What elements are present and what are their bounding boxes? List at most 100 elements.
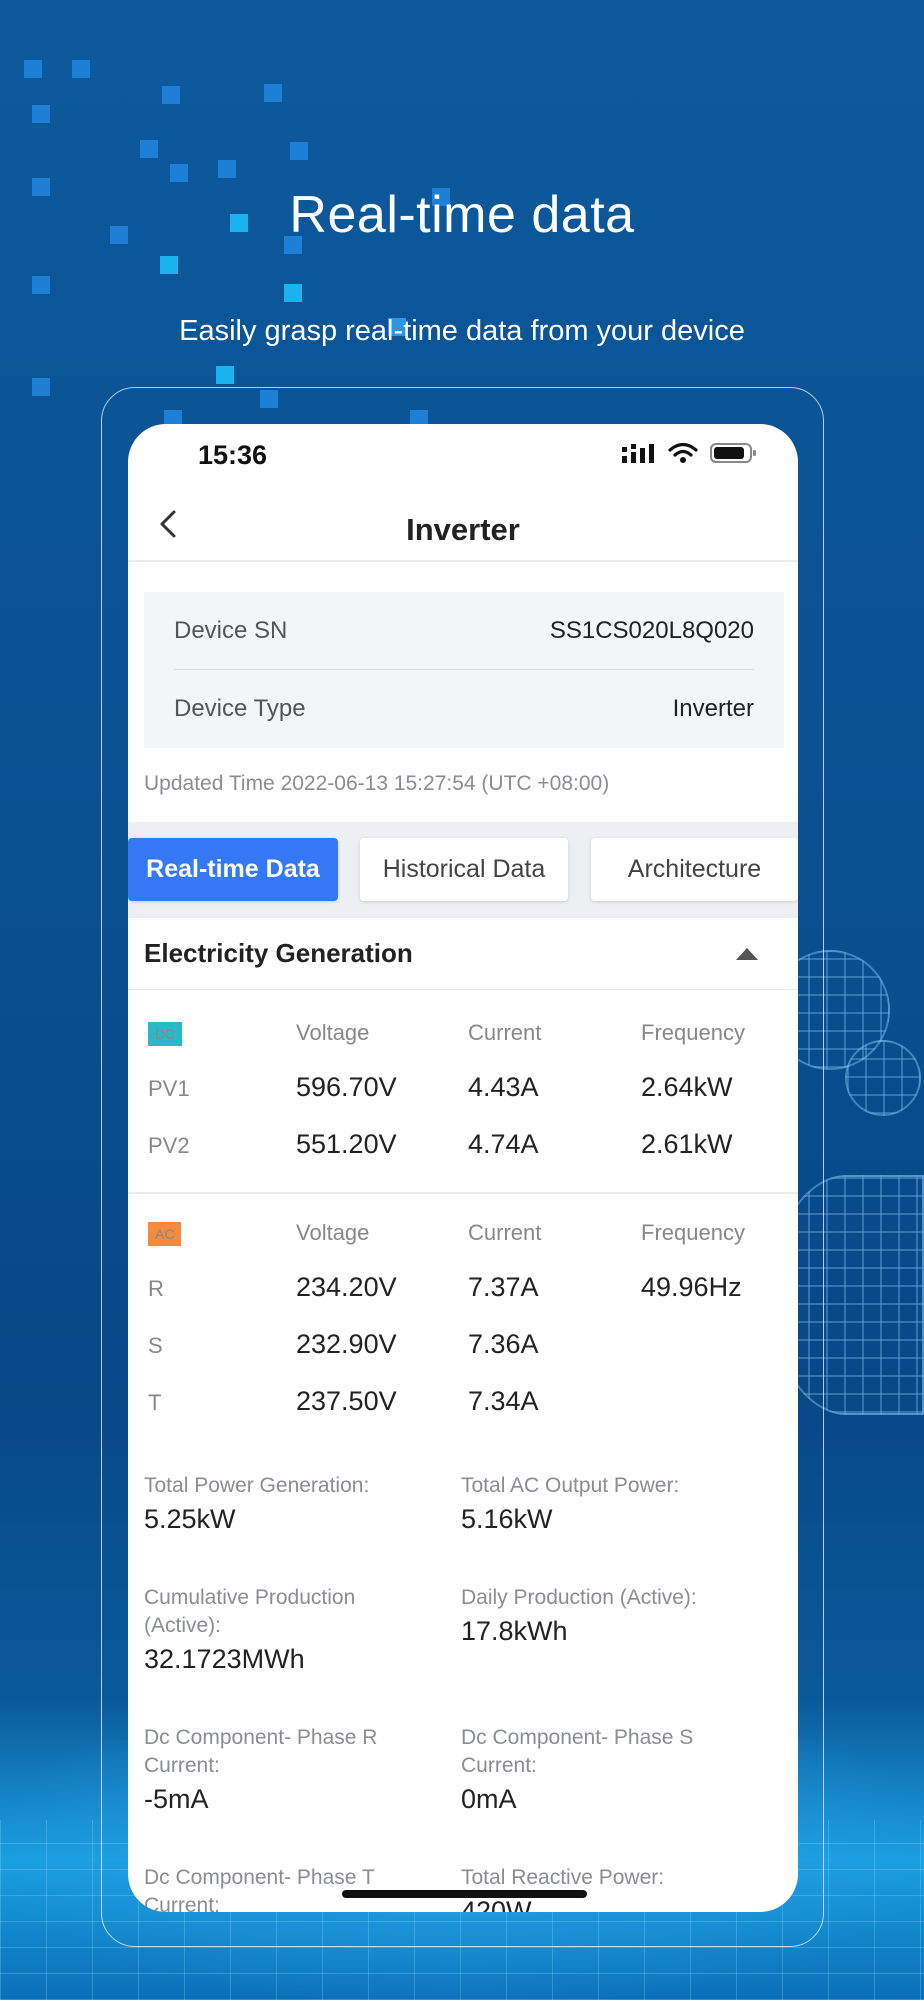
dc-header-row: DC Voltage Current Frequency [128, 1020, 798, 1076]
device-sn-row: Device SN SS1CS020L8Q020 [174, 592, 754, 670]
metric-value: 32.1723MWh [144, 1644, 305, 1674]
metric-dc-component-phase-r: Dc Component- Phase R Current: -5mA [144, 1724, 424, 1815]
row-current: 7.34A [468, 1386, 539, 1416]
tab-bar: Real-time Data Historical Data Architect… [128, 822, 798, 918]
row-voltage: 596.70V [296, 1072, 397, 1102]
decor-square [72, 60, 90, 78]
table-row: R 234.20V 7.37A 49.96Hz [128, 1272, 798, 1328]
decor-square [164, 410, 182, 428]
table-row: S 232.90V 7.36A [128, 1329, 798, 1385]
decor-square [24, 60, 42, 78]
metric-value: 5.25kW [144, 1504, 236, 1534]
decor-square [284, 284, 302, 302]
row-current: 4.43A [468, 1072, 539, 1102]
metric-value: 5.16kW [461, 1504, 553, 1534]
decor-square [290, 142, 308, 160]
status-bar: 15:36 [128, 424, 798, 494]
metric-total-reactive-power: Total Reactive Power: 420W [461, 1864, 761, 1912]
ac-header-voltage: Voltage [296, 1220, 370, 1245]
row-name: T [148, 1390, 162, 1415]
ac-header-row: AC Voltage Current Frequency [128, 1220, 798, 1276]
table-row: T 237.50V 7.34A [128, 1386, 798, 1442]
row-name: S [148, 1333, 163, 1358]
section-title: Electricity Generation [144, 938, 413, 968]
metric-total-power-generation: Total Power Generation: 5.25kW [144, 1472, 444, 1535]
decor-square [32, 105, 50, 123]
status-time: 15:36 [198, 440, 268, 470]
decor-square [230, 214, 248, 232]
tab-historical-data[interactable]: Historical Data [360, 838, 568, 901]
metric-value: 17.8kWh [461, 1616, 568, 1646]
row-current: 7.37A [468, 1272, 539, 1302]
row-name: PV2 [148, 1133, 190, 1158]
globe-graphic [845, 1040, 921, 1116]
metric-dc-component-phase-s: Dc Component- Phase S Current: 0mA [461, 1724, 741, 1815]
metric-label: Dc Component- Phase R Current: [144, 1726, 378, 1777]
decor-square [160, 256, 178, 274]
updated-time: Updated Time 2022-06-13 15:27:54 (UTC +0… [144, 772, 610, 795]
promo-title: Real-time data [289, 186, 635, 244]
metric-cumulative-production: Cumulative Production (Active): 32.1723M… [144, 1584, 414, 1675]
row-frequency: 2.61kW [641, 1129, 733, 1159]
decor-square [162, 86, 180, 104]
row-voltage: 551.20V [296, 1129, 397, 1159]
row-frequency: 49.96Hz [641, 1272, 742, 1302]
decor-square [110, 226, 128, 244]
row-name: R [148, 1276, 164, 1301]
decor-square [216, 366, 234, 384]
status-icons [622, 442, 758, 469]
wifi-icon [668, 442, 698, 469]
dc-header-current: Current [468, 1020, 542, 1045]
row-name: PV1 [148, 1076, 190, 1101]
device-type-value: Inverter [672, 695, 754, 722]
decor-square [218, 160, 236, 178]
metric-label: Dc Component- Phase T Current: [144, 1866, 375, 1912]
ac-header-frequency: Frequency [641, 1220, 745, 1245]
decor-square [140, 140, 158, 158]
phone-screen: 15:36 [128, 424, 798, 1912]
ac-header-current: Current [468, 1220, 542, 1245]
device-sn-label: Device SN [174, 616, 288, 644]
metric-value: 0mA [461, 1784, 517, 1814]
metric-label: Dc Component- Phase S Current: [461, 1726, 694, 1777]
collapse-caret-icon[interactable] [736, 948, 758, 960]
decor-square [284, 236, 302, 254]
metric-label: Total Reactive Power: [461, 1866, 665, 1889]
metric-label: Daily Production (Active): [461, 1586, 697, 1609]
row-current: 4.74A [468, 1129, 539, 1159]
decor-square [388, 318, 406, 336]
decor-square [32, 276, 50, 294]
dc-header-voltage: Voltage [296, 1020, 370, 1045]
nav-bar: Inverter [128, 494, 798, 562]
electricity-generation-header[interactable]: Electricity Generation [128, 918, 798, 990]
decor-square [264, 84, 282, 102]
chevron-left-icon [158, 509, 178, 544]
ac-badge: AC [148, 1222, 182, 1246]
row-current: 7.36A [468, 1329, 539, 1359]
decor-square [32, 378, 50, 396]
home-indicator[interactable] [342, 1890, 587, 1898]
table-row: PV2 551.20V 4.74A 2.61kW [128, 1129, 798, 1185]
metric-daily-production: Daily Production (Active): 17.8kWh [461, 1584, 761, 1647]
metric-label: Total AC Output Power: [461, 1474, 680, 1497]
row-voltage: 237.50V [296, 1386, 397, 1416]
battery-icon [710, 442, 758, 469]
device-type-label: Device Type [174, 695, 306, 722]
dc-header-frequency: Frequency [641, 1020, 745, 1045]
decor-square [410, 410, 428, 428]
row-voltage: 232.90V [296, 1329, 397, 1359]
device-frame [101, 387, 824, 1947]
row-voltage: 234.20V [296, 1272, 397, 1302]
metric-total-ac-output-power: Total AC Output Power: 5.16kW [461, 1472, 761, 1535]
metric-label: Total Power Generation: [144, 1474, 370, 1497]
decor-square [32, 178, 50, 196]
decor-square [432, 188, 450, 206]
decor-square [170, 164, 188, 182]
metric-value: 420W [461, 1896, 532, 1912]
table-row: PV1 596.70V 4.43A 2.64kW [128, 1072, 798, 1128]
metric-value: -5mA [144, 1784, 209, 1814]
tab-architecture[interactable]: Architecture [591, 838, 798, 901]
metric-label: Cumulative Production (Active): [144, 1586, 356, 1637]
tab-realtime-data[interactable]: Real-time Data [128, 838, 338, 901]
back-button[interactable] [148, 506, 188, 546]
